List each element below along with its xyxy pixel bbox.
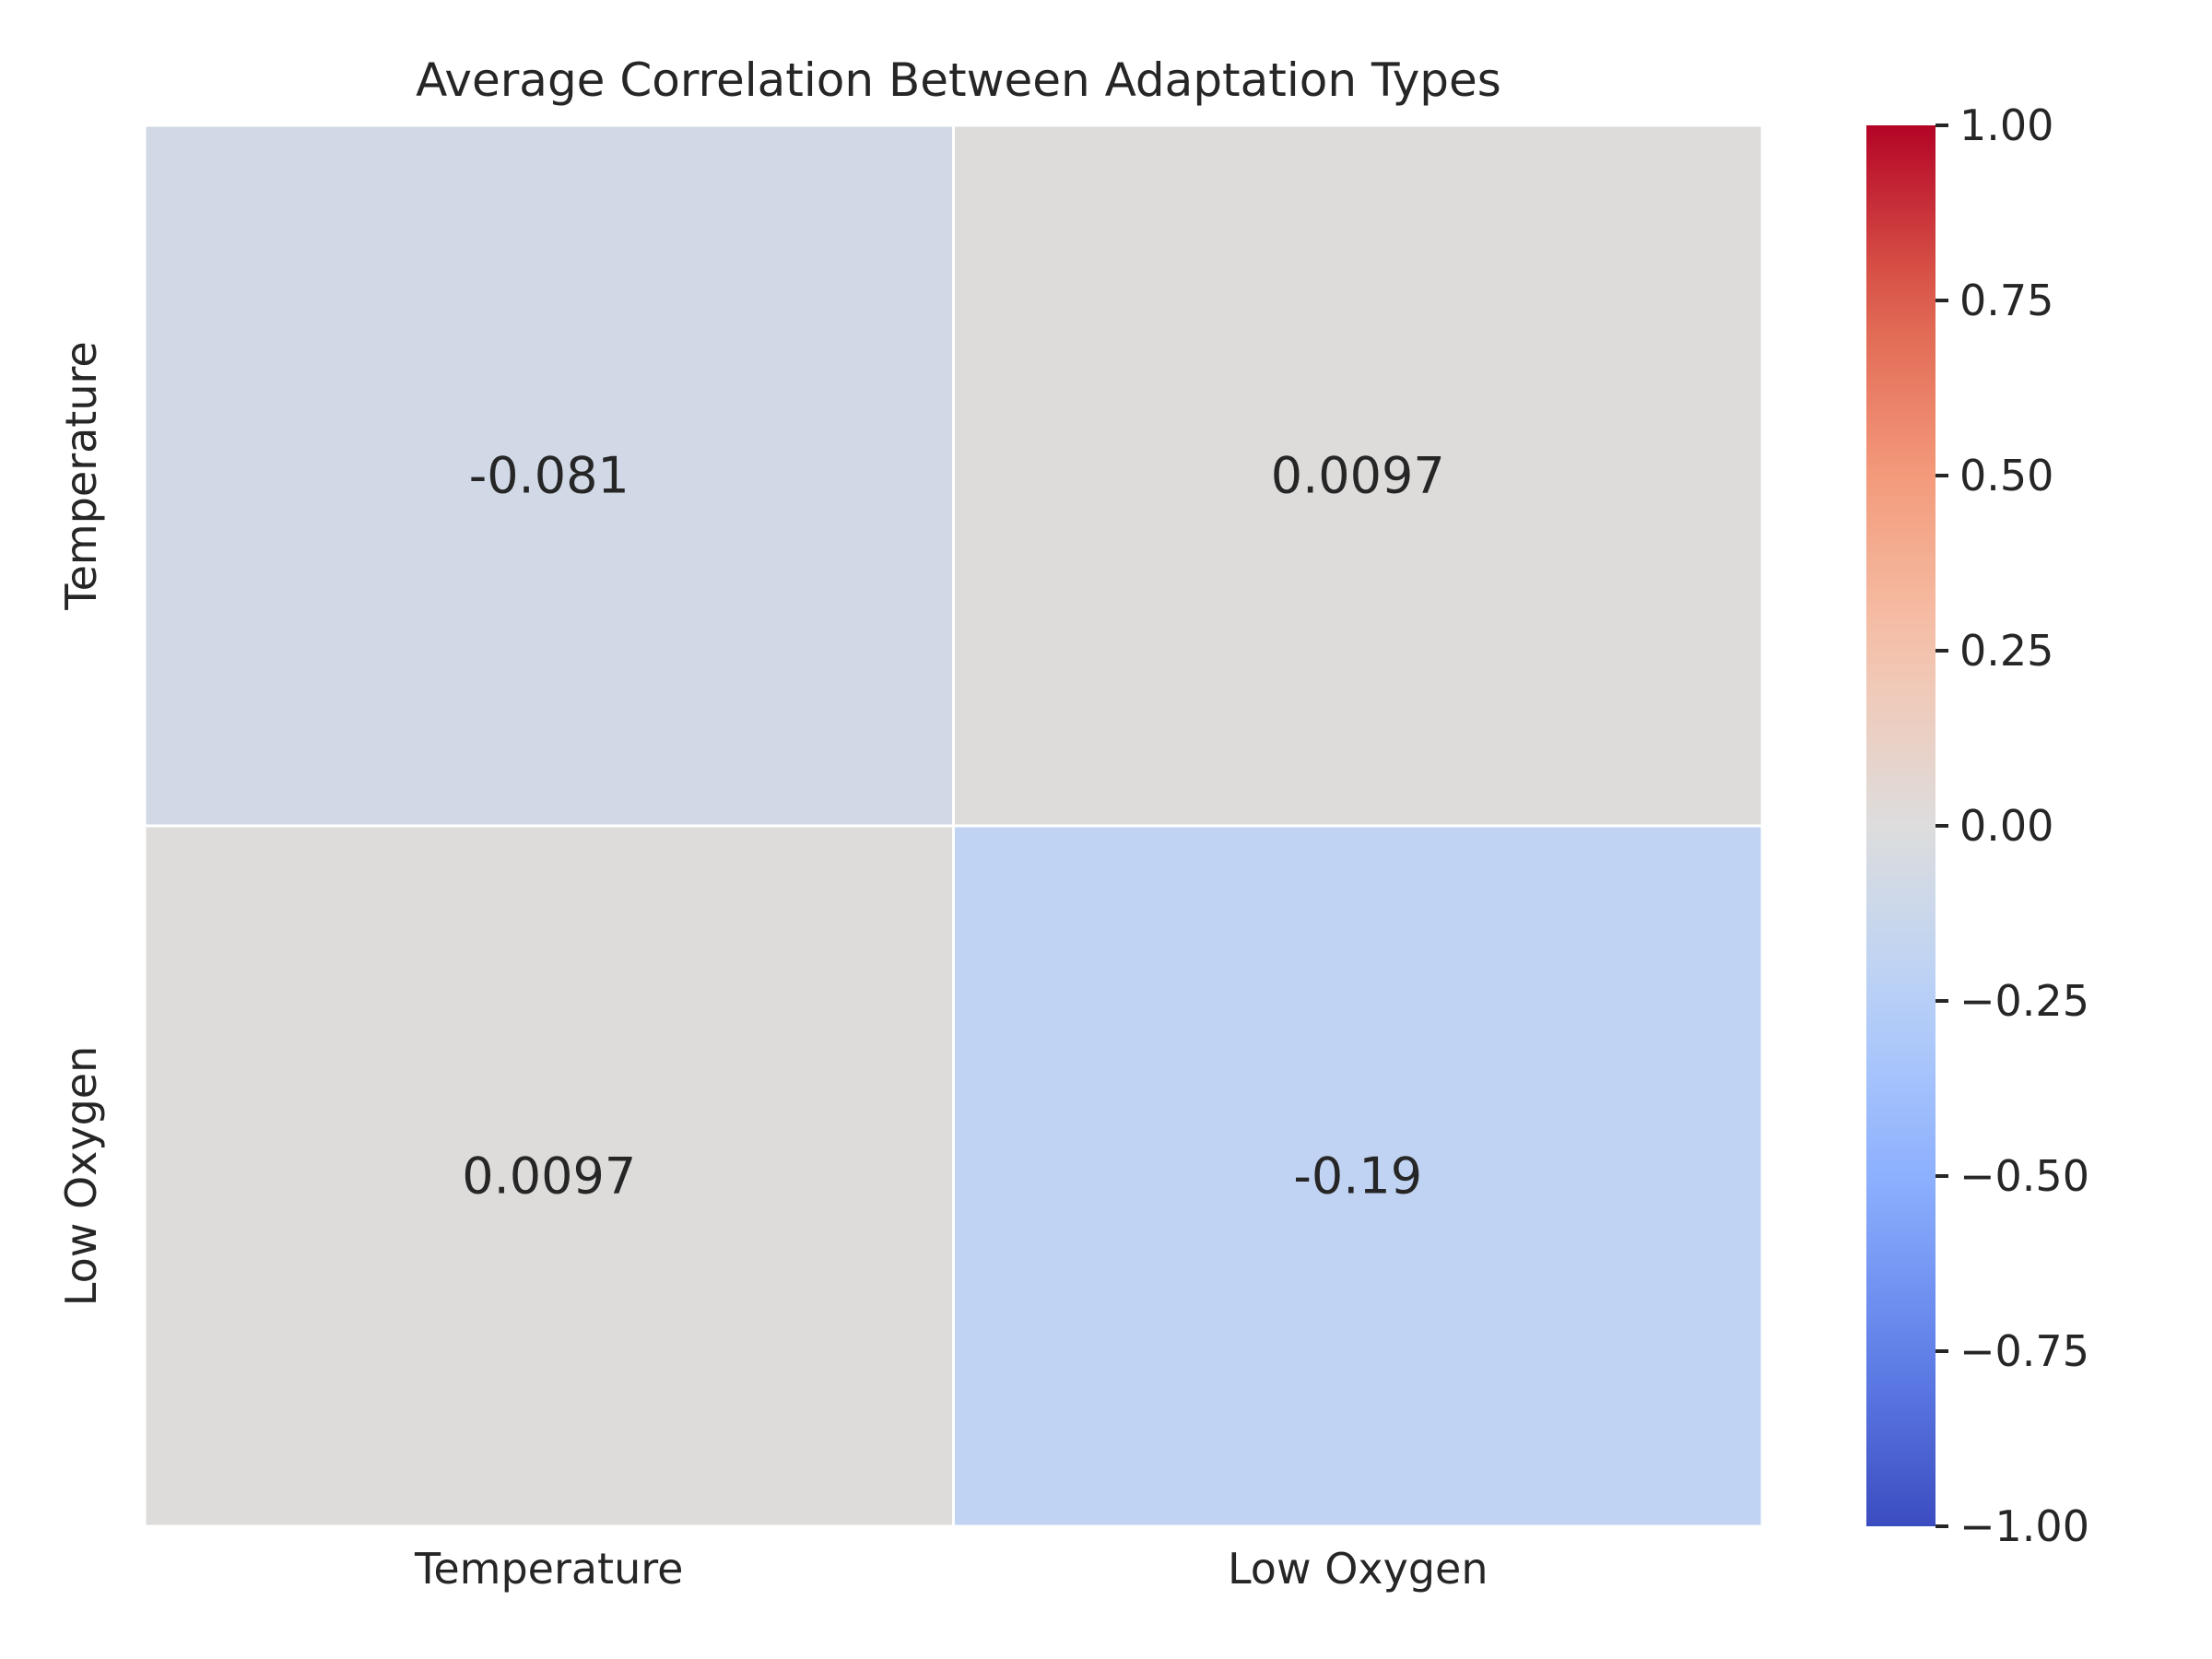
colorbar-tick-label: −1.00 — [1959, 1501, 2089, 1551]
x-tick-label: Temperature — [414, 1544, 683, 1594]
colorbar: 1.00 0.75 0.50 0.25 0.00 −0.25 −0.50 −0.75 −1.00 — [1866, 100, 2089, 1551]
x-axis-tick-labels: Temperature Low Oxygen — [414, 1544, 1488, 1594]
colorbar-gradient — [1866, 125, 1936, 1526]
colorbar-tick-label: 0.75 — [1959, 276, 2053, 325]
heatmap-cell-value: -0.081 — [469, 447, 629, 505]
colorbar-tick-label: −0.75 — [1959, 1326, 2089, 1376]
y-tick-label: Low Oxygen — [56, 1046, 106, 1307]
heatmap-cell — [952, 824, 1764, 1528]
heatmap-cell — [143, 824, 955, 1528]
y-tick-label: Temperature — [56, 341, 106, 610]
colorbar-tick-label: 0.00 — [1959, 801, 2053, 851]
colorbar-tick-label: −0.25 — [1959, 976, 2089, 1026]
colorbar-tick-label: 0.50 — [1959, 451, 2053, 500]
chart-title: Average Correlation Between Adaptation T… — [416, 53, 1501, 107]
heatmap-cell — [952, 124, 1764, 828]
colorbar-tick-label: −0.50 — [1959, 1151, 2089, 1201]
colorbar-tick-label: 1.00 — [1959, 100, 2053, 150]
y-axis-tick-labels: Temperature Low Oxygen — [56, 341, 106, 1306]
heatmap-cells — [143, 124, 1764, 1528]
heatmap-cell — [143, 124, 955, 828]
colorbar-tick-label: 0.25 — [1959, 626, 2053, 676]
x-tick-label: Low Oxygen — [1228, 1544, 1488, 1594]
heatmap-cell-value: -0.19 — [1293, 1147, 1422, 1206]
heatmap-cell-labels: -0.081 0.0097 0.0097 -0.19 — [462, 447, 1444, 1206]
heatmap-cell-value: 0.0097 — [462, 1147, 636, 1206]
heatmap-cell-value: 0.0097 — [1271, 447, 1445, 505]
